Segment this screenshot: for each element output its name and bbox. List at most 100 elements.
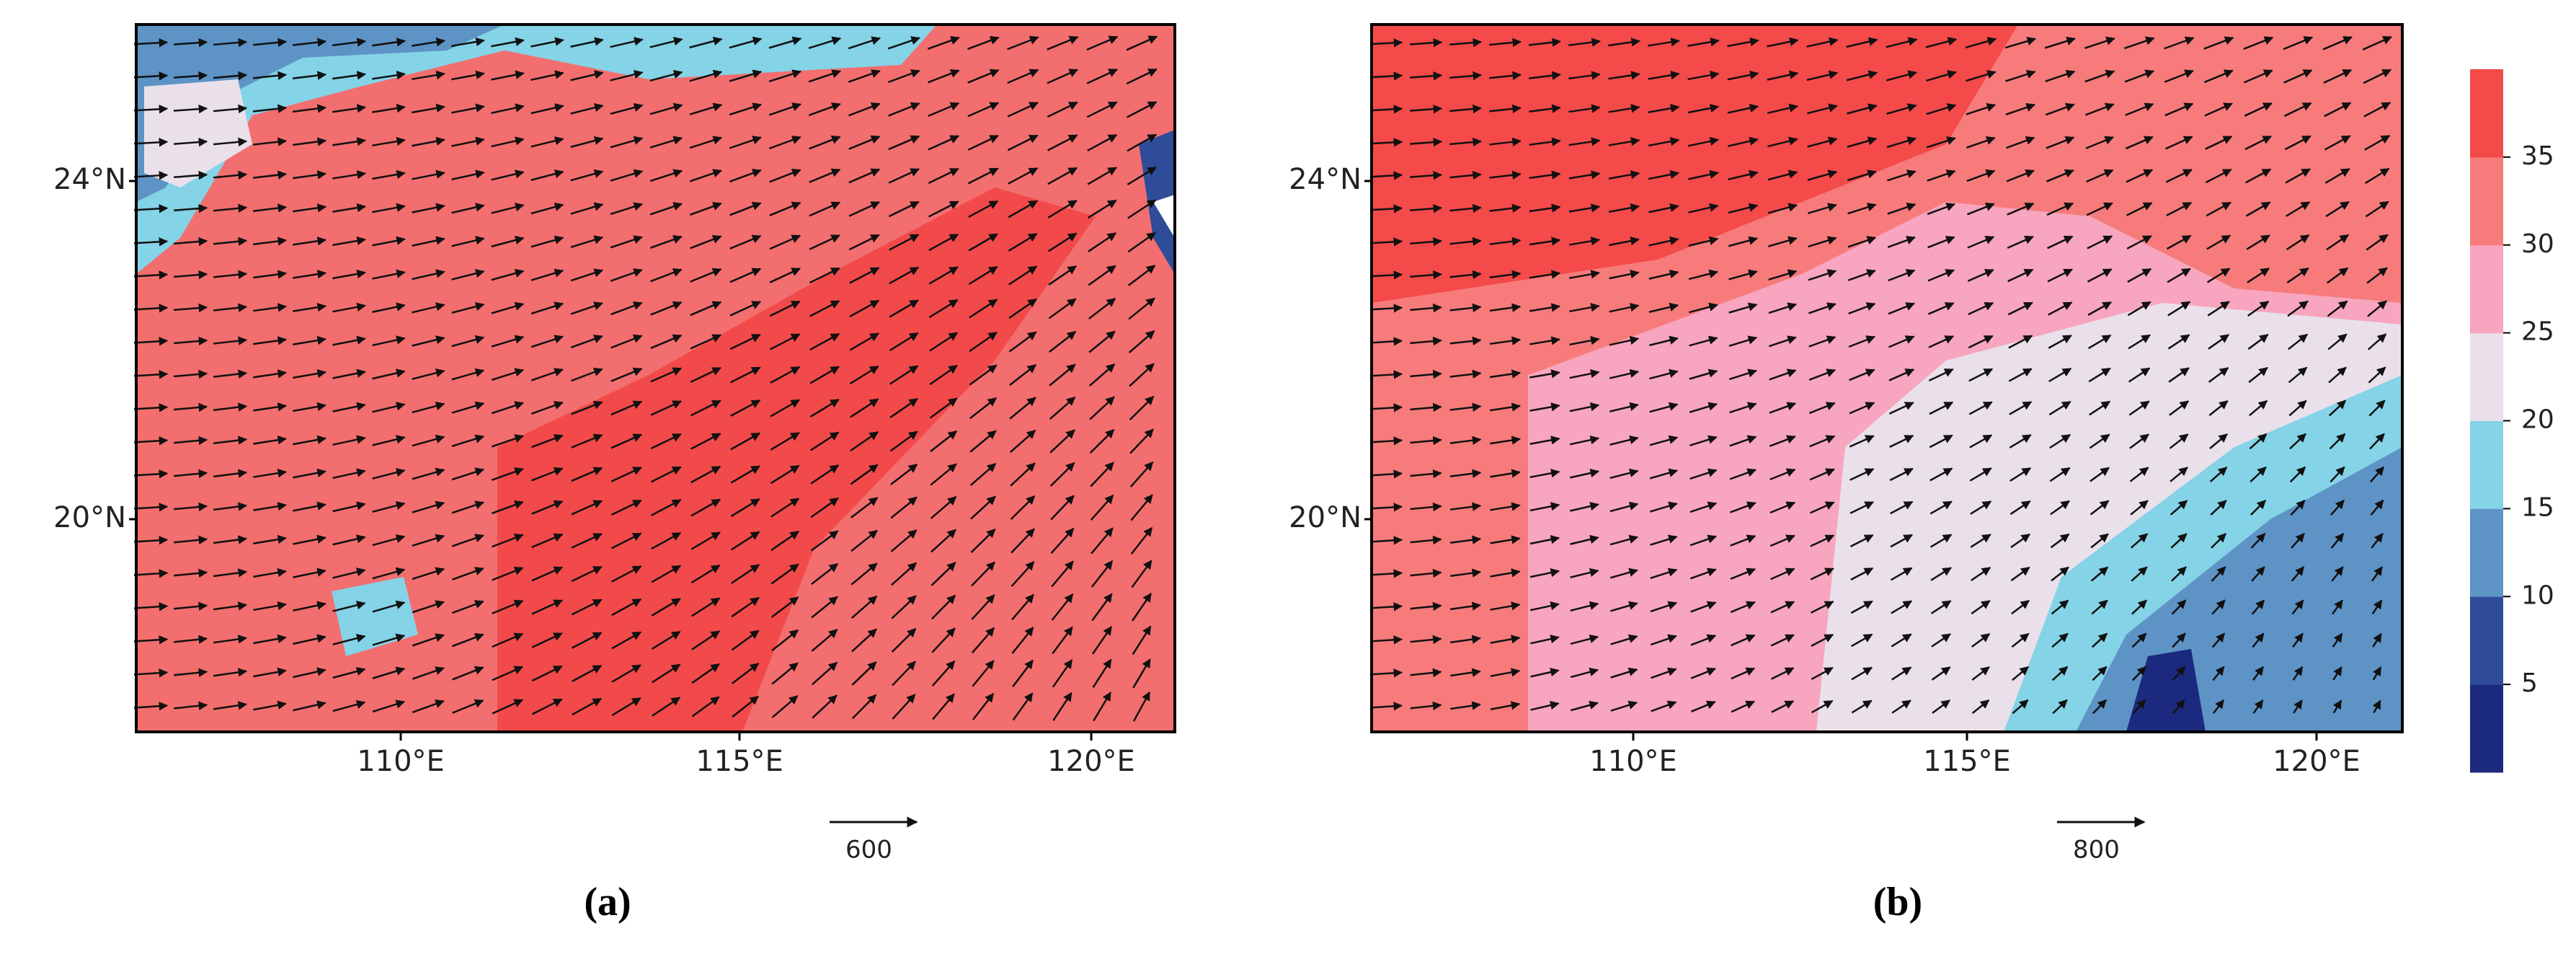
wind-arrow	[133, 635, 169, 645]
wind-arrow	[1648, 335, 1679, 347]
wind-arrow	[372, 169, 406, 180]
wind-arrow	[491, 434, 524, 448]
wind-arrow	[1849, 368, 1875, 381]
wind-arrow	[1847, 203, 1877, 215]
wind-arrow	[372, 37, 407, 47]
wind-arrow	[1369, 138, 1403, 147]
wind-arrow	[1767, 103, 1799, 115]
wind-arrow	[2125, 136, 2154, 150]
wind-arrow	[2168, 367, 2190, 383]
wind-arrow	[1771, 700, 1795, 713]
wind-arrow	[1127, 166, 1157, 186]
wind-arrow	[1847, 169, 1877, 182]
wind-arrow	[332, 302, 366, 313]
wind-arrow	[1689, 468, 1718, 480]
wind-arrow	[372, 203, 406, 213]
wind-arrow	[531, 566, 564, 582]
wind-arrow	[531, 533, 564, 549]
wind-arrow	[293, 368, 327, 379]
wind-arrow	[2085, 102, 2115, 116]
wind-arrow	[931, 594, 956, 620]
wind-arrow	[1730, 534, 1756, 547]
wind-arrow	[1449, 170, 1482, 180]
wind-arrow	[531, 434, 564, 449]
wind-arrow	[2291, 599, 2304, 615]
wind-arrow	[213, 137, 248, 147]
wind-arrow	[2049, 433, 2071, 449]
wind-arrow	[491, 268, 525, 281]
wind-arrow	[213, 237, 248, 247]
wind-arrow	[2207, 301, 2230, 317]
wind-arrow	[1410, 137, 1443, 147]
wind-arrow	[1730, 601, 1756, 614]
wind-arrow	[931, 660, 956, 687]
wind-arrow	[969, 462, 997, 487]
wind-arrow	[1449, 37, 1483, 48]
wind-arrow	[2283, 69, 2313, 84]
wind-arrow	[213, 402, 248, 412]
wind-arrow	[2167, 268, 2191, 283]
wind-arrow	[808, 36, 842, 50]
wind-arrow	[810, 497, 839, 518]
wind-arrow	[1410, 502, 1442, 512]
wind-arrow	[2087, 235, 2113, 249]
wind-arrow	[1009, 363, 1037, 387]
wind-arrow	[2211, 599, 2226, 615]
wind-arrow	[850, 430, 879, 452]
wind-arrow	[1807, 169, 1838, 181]
wind-arrow	[412, 401, 445, 414]
wind-arrow	[530, 368, 564, 381]
wind-arrow	[770, 596, 799, 618]
wind-arrow	[253, 667, 287, 678]
wind-arrow	[1529, 137, 1561, 146]
wind-arrow	[372, 435, 406, 446]
wind-arrow	[2010, 533, 2031, 549]
wind-arrow	[1806, 70, 1839, 81]
wind-arrow	[768, 136, 801, 150]
wind-arrow	[2011, 632, 2030, 648]
wind-arrow	[1530, 700, 1560, 711]
wind-arrow	[2012, 666, 2030, 681]
wind-arrow	[570, 37, 604, 48]
wind-arrow	[2089, 433, 2110, 449]
wind-arrow	[492, 632, 524, 648]
wind-arrow	[1049, 330, 1077, 353]
wind-arrow	[1410, 635, 1442, 645]
wind-arrow	[173, 568, 208, 578]
wind-arrow	[650, 400, 683, 416]
colorbar-label: 25	[2521, 317, 2554, 347]
wind-arrow	[2371, 599, 2383, 615]
wind-arrow	[1728, 269, 1758, 281]
wind-arrow	[1370, 337, 1403, 346]
wind-arrow	[1370, 635, 1403, 645]
wind-arrow	[2326, 234, 2350, 251]
wind-arrow	[2205, 168, 2232, 184]
wind-arrow	[1011, 627, 1034, 654]
wind-arrow	[891, 627, 917, 653]
wind-arrow	[293, 237, 327, 246]
wind-arrow	[729, 36, 763, 49]
wind-arrow	[1809, 468, 1835, 481]
wind-arrow	[1928, 335, 1955, 348]
wind-arrow	[1965, 37, 1997, 49]
wind-arrow	[651, 663, 681, 684]
wind-arrow	[889, 464, 918, 485]
wind-arrow	[1727, 103, 1759, 114]
wind-arrow	[1490, 535, 1521, 544]
wind-arrow	[2126, 169, 2154, 183]
wind-arrow	[770, 432, 800, 451]
wind-arrow	[1690, 700, 1716, 712]
wind-arrow	[1530, 667, 1560, 678]
wind-arrow	[1087, 199, 1117, 219]
lat-label: 24°N	[53, 163, 126, 196]
wind-arrow	[2247, 301, 2270, 317]
wind-arrow	[649, 37, 683, 48]
wind-arrow	[1890, 567, 1913, 581]
wind-arrow	[1851, 699, 1873, 714]
wind-arrow	[1930, 600, 1952, 614]
wind-arrow	[412, 269, 445, 281]
wind-arrow	[2366, 267, 2388, 284]
wind-arrow	[412, 434, 445, 447]
wind-arrow	[530, 268, 564, 281]
wind-arrow	[213, 270, 248, 279]
